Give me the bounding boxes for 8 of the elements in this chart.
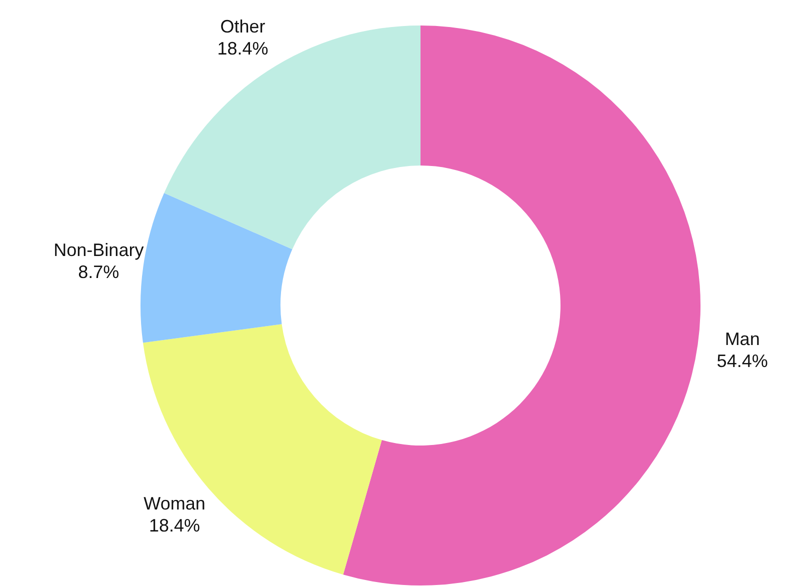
data-label: 18.4%	[149, 516, 200, 536]
slice-label: Woman	[144, 494, 206, 514]
data-label: 54.4%	[716, 351, 768, 372]
data-label: 18.4%	[217, 38, 268, 59]
slice-label: Man	[724, 329, 760, 350]
slice-label: Other	[220, 16, 266, 37]
slice-label: Non-Binary	[54, 240, 144, 260]
data-label: 8.7%	[78, 262, 120, 282]
